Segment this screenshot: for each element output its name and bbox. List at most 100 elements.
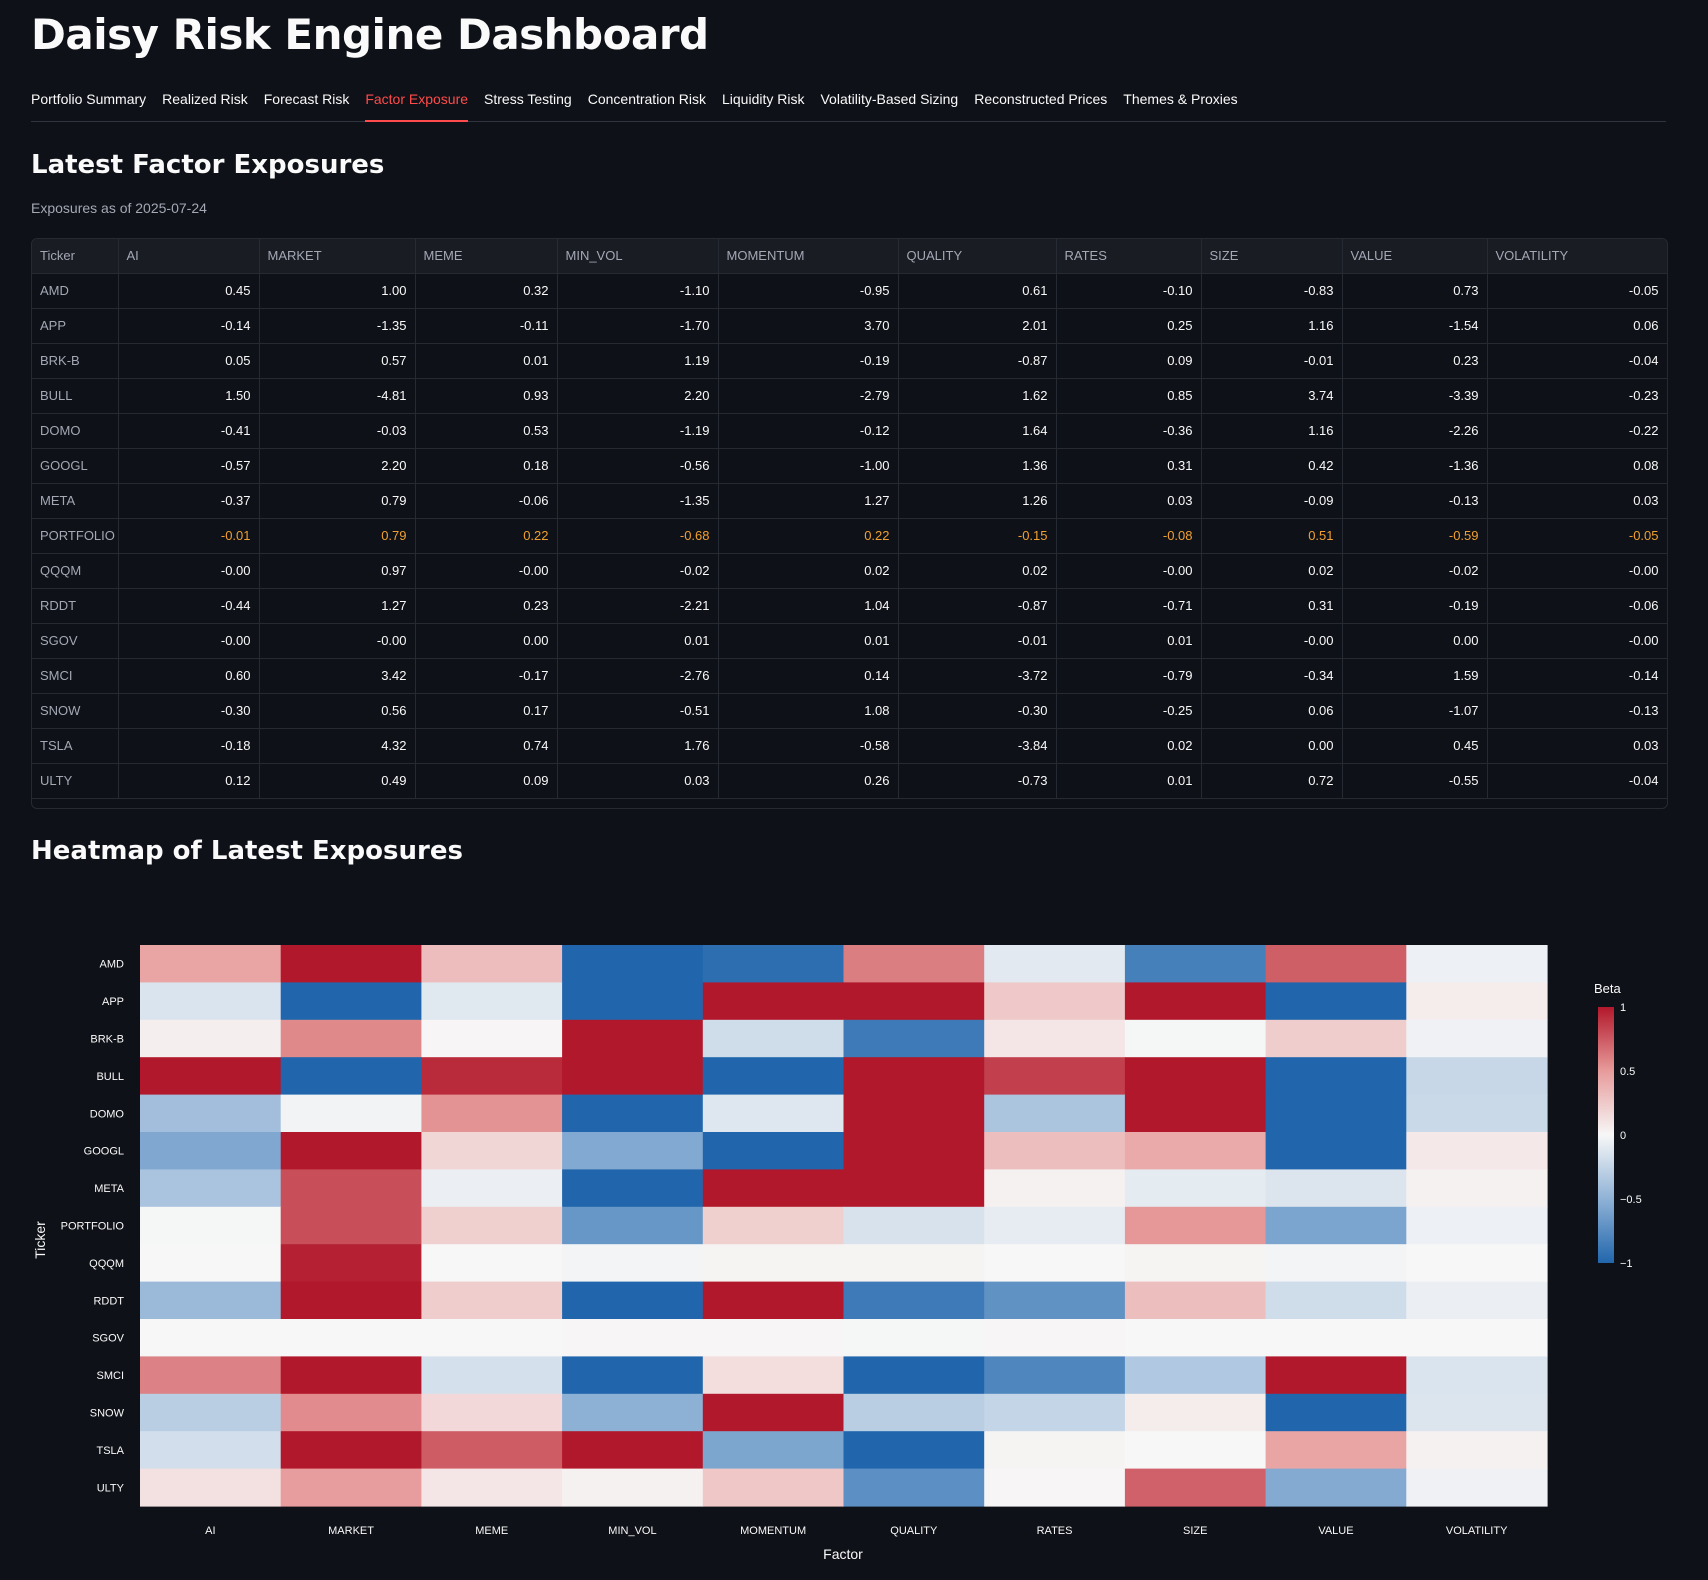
heatmap-cell-app-market[interactable] [280,982,422,1021]
heatmap-cell-meta-size[interactable] [1124,1169,1267,1208]
heatmap-cell-ulty-ai[interactable] [140,1468,282,1507]
heatmap-cell-domo-volatility[interactable] [1406,1094,1548,1133]
heatmap-cell-brk-b-volatility[interactable] [1406,1019,1548,1058]
column-header-market[interactable]: MARKET [259,239,416,274]
heatmap-cell-app-volatility[interactable] [1406,982,1548,1021]
heatmap-cell-brk-b-market[interactable] [280,1019,422,1058]
exposures-table[interactable]: Ticker AI MARKET MEME MIN_VOL MOMENTUM QUALITY… [31,238,1668,809]
heatmap-cell-snow-ai[interactable] [140,1393,282,1432]
column-header-ticker[interactable]: Ticker [32,239,119,274]
heatmap-cell-brk-b-size[interactable] [1124,1019,1267,1058]
heatmap-cell-brk-b-meme[interactable] [421,1019,563,1058]
heatmap-cell-sgov-quality[interactable] [843,1319,985,1357]
tab-liquidity-risk[interactable]: Liquidity Risk [722,91,805,107]
heatmap-cell-domo-momentum[interactable] [702,1094,845,1133]
heatmap-cell-qqqm-volatility[interactable] [1406,1244,1548,1283]
heatmap-cell-tsla-momentum[interactable] [702,1431,845,1470]
heatmap-cell-portfolio-volatility[interactable] [1406,1206,1548,1245]
heatmap-cell-amd-min-vol[interactable] [562,945,704,983]
tab-reconstructed-prices[interactable]: Reconstructed Prices [974,91,1108,107]
heatmap-cell-rddt-meme[interactable] [421,1281,563,1320]
heatmap-cell-meta-min-vol[interactable] [562,1169,704,1208]
heatmap-cell-tsla-meme[interactable] [421,1431,563,1470]
heatmap-cell-sgov-meme[interactable] [421,1319,563,1357]
heatmap-cell-meta-quality[interactable] [843,1169,985,1208]
heatmap-cell-rddt-quality[interactable] [843,1281,985,1320]
tab-factor-exposure[interactable]: Factor Exposure [365,84,469,122]
heatmap-cell-tsla-ai[interactable] [140,1431,282,1470]
heatmap-cell-app-value[interactable] [1265,982,1407,1021]
heatmap-cell-ulty-meme[interactable] [421,1468,563,1507]
heatmap-cell-brk-b-ai[interactable] [140,1019,282,1058]
heatmap-cell-meta-meme[interactable] [421,1169,563,1208]
heatmap-cell-bull-market[interactable] [280,1057,422,1096]
heatmap-cell-snow-min-vol[interactable] [562,1393,704,1432]
heatmap-cell-googl-meme[interactable] [421,1132,563,1170]
column-header-quality[interactable]: QUALITY [898,239,1057,274]
heatmap-cell-rddt-min-vol[interactable] [562,1281,704,1320]
heatmap-cell-amd-rates[interactable] [984,945,1126,983]
tab-themes-proxies[interactable]: Themes & Proxies [1123,91,1238,107]
heatmap-cell-googl-rates[interactable] [984,1132,1126,1170]
heatmap-cell-domo-rates[interactable] [984,1094,1126,1133]
heatmap-cell-qqqm-rates[interactable] [984,1244,1126,1283]
heatmap-cell-bull-size[interactable] [1124,1057,1267,1096]
heatmap-cell-portfolio-size[interactable] [1124,1206,1267,1245]
heatmap-cell-qqqm-min-vol[interactable] [562,1244,704,1283]
heatmap-cell-amd-value[interactable] [1265,945,1407,983]
heatmap-cell-tsla-min-vol[interactable] [562,1431,704,1470]
heatmap-chart[interactable]: AMD APP BRK-B BULL DOMO GOOGL META PORTFOLIO QQQ… [0,880,1708,1580]
heatmap-cell-qqqm-quality[interactable] [843,1244,985,1283]
heatmap-cell-tsla-market[interactable] [280,1431,422,1470]
heatmap-cell-googl-ai[interactable] [140,1132,282,1170]
heatmap-cell-portfolio-quality[interactable] [843,1206,985,1245]
column-header-volatility[interactable]: VOLATILITY [1487,239,1667,274]
heatmap-cell-smci-quality[interactable] [843,1356,985,1395]
heatmap-cell-rddt-volatility[interactable] [1406,1281,1548,1320]
heatmap-cell-sgov-momentum[interactable] [702,1319,845,1357]
heatmap-cell-amd-volatility[interactable] [1406,945,1548,983]
heatmap-cell-qqqm-ai[interactable] [140,1244,282,1283]
heatmap-cell-googl-momentum[interactable] [702,1132,845,1170]
tab-stress-testing[interactable]: Stress Testing [484,91,572,107]
heatmap-cell-smci-momentum[interactable] [702,1356,845,1395]
heatmap-cell-portfolio-min-vol[interactable] [562,1206,704,1245]
heatmap-cell-bull-meme[interactable] [421,1057,563,1096]
heatmap-cell-snow-rates[interactable] [984,1393,1126,1432]
tab-concentration-risk[interactable]: Concentration Risk [587,91,706,107]
heatmap-cell-googl-volatility[interactable] [1406,1132,1548,1170]
heatmap-cell-googl-min-vol[interactable] [562,1132,704,1170]
heatmap-cell-bull-rates[interactable] [984,1057,1126,1096]
heatmap-cell-meta-volatility[interactable] [1406,1169,1548,1208]
heatmap-cell-ulty-market[interactable] [280,1468,422,1507]
heatmap-cell-domo-ai[interactable] [140,1094,282,1133]
heatmap-cell-portfolio-meme[interactable] [421,1206,563,1245]
heatmap-cell-sgov-rates[interactable] [984,1319,1126,1357]
heatmap-cell-sgov-value[interactable] [1265,1319,1407,1357]
heatmap-cell-brk-b-momentum[interactable] [702,1019,845,1058]
tab-forecast-risk[interactable]: Forecast Risk [263,91,350,107]
heatmap-cell-bull-volatility[interactable] [1406,1057,1548,1096]
heatmap-cell-snow-momentum[interactable] [702,1393,845,1432]
column-header-size[interactable]: SIZE [1201,239,1343,274]
heatmap-cell-smci-size[interactable] [1124,1356,1267,1395]
heatmap-cell-sgov-size[interactable] [1124,1319,1267,1357]
heatmap-cell-app-rates[interactable] [984,982,1126,1021]
tab-portfolio-summary[interactable]: Portfolio Summary [31,91,147,107]
heatmap-cell-qqqm-momentum[interactable] [702,1244,845,1283]
heatmap-cell-smci-min-vol[interactable] [562,1356,704,1395]
heatmap-cell-googl-market[interactable] [280,1132,422,1170]
column-header-rates[interactable]: RATES [1056,239,1202,274]
heatmap-cell-portfolio-momentum[interactable] [702,1206,845,1245]
tab-volatility-based-sizing[interactable]: Volatility-Based Sizing [820,91,959,107]
heatmap-cell-snow-size[interactable] [1124,1393,1267,1432]
heatmap-cell-app-min-vol[interactable] [562,982,704,1021]
heatmap-cell-amd-ai[interactable] [140,945,282,983]
heatmap-cell-smci-volatility[interactable] [1406,1356,1548,1395]
heatmap-cell-rddt-market[interactable] [280,1281,422,1320]
heatmap-cell-snow-value[interactable] [1265,1393,1407,1432]
heatmap-cell-tsla-rates[interactable] [984,1431,1126,1470]
heatmap-cell-qqqm-size[interactable] [1124,1244,1267,1283]
heatmap-cell-ulty-volatility[interactable] [1406,1468,1548,1507]
heatmap-cell-tsla-volatility[interactable] [1406,1431,1548,1470]
